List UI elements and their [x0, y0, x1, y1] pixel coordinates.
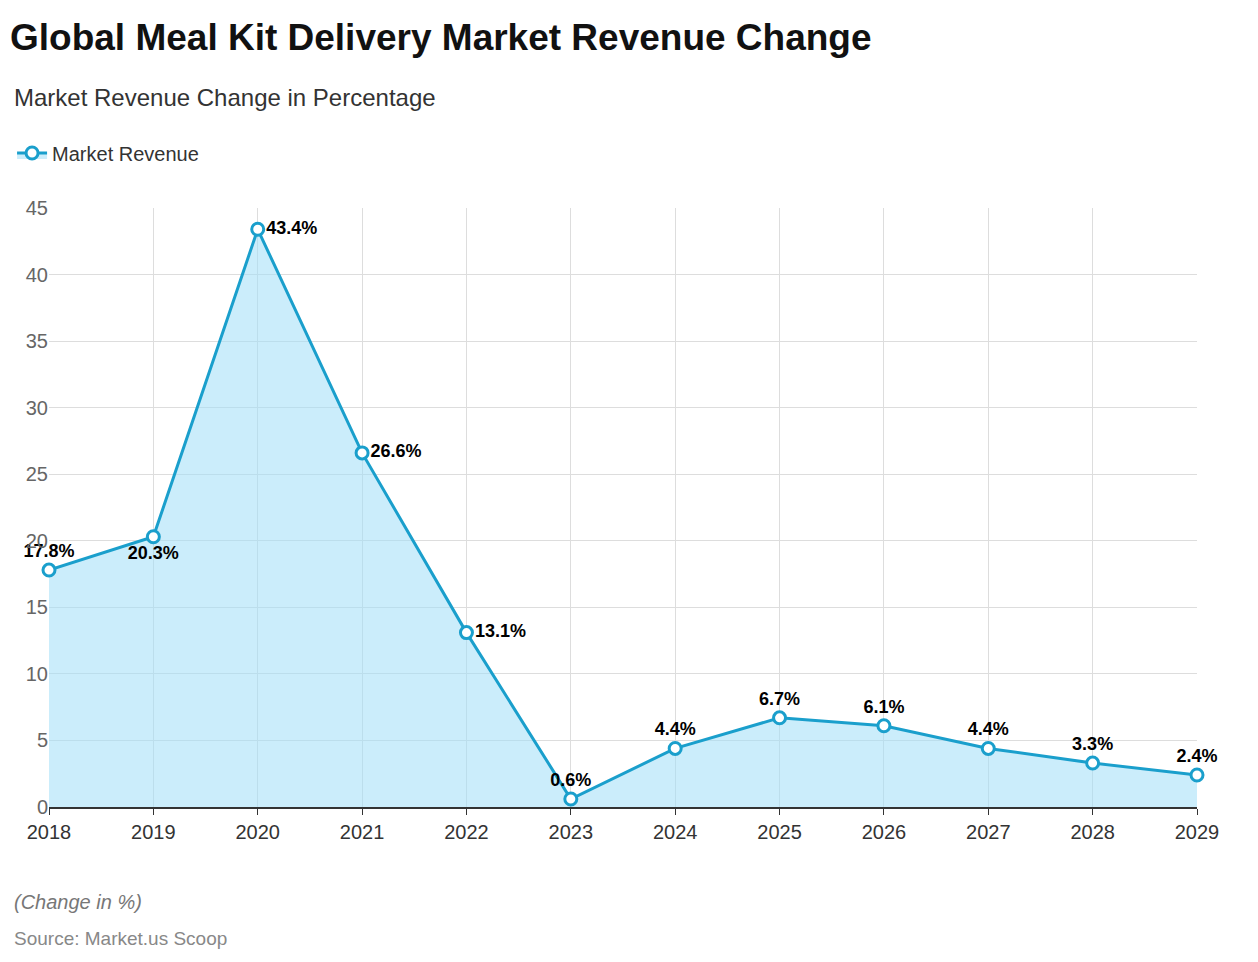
svg-text:6.1%: 6.1%	[863, 697, 904, 717]
svg-text:2027: 2027	[966, 821, 1011, 843]
svg-text:3.3%: 3.3%	[1072, 734, 1113, 754]
svg-text:2019: 2019	[131, 821, 176, 843]
svg-text:0.6%: 0.6%	[550, 770, 591, 790]
svg-text:40: 40	[26, 264, 48, 286]
svg-text:35: 35	[26, 330, 48, 352]
svg-text:2023: 2023	[549, 821, 594, 843]
svg-text:4.4%: 4.4%	[968, 719, 1009, 739]
svg-text:2025: 2025	[757, 821, 802, 843]
svg-text:2.4%: 2.4%	[1176, 746, 1217, 766]
svg-text:4.4%: 4.4%	[655, 719, 696, 739]
svg-text:17.8%: 17.8%	[23, 541, 74, 561]
svg-text:2022: 2022	[444, 821, 489, 843]
svg-text:2024: 2024	[653, 821, 698, 843]
svg-text:13.1%: 13.1%	[475, 621, 526, 641]
svg-text:2018: 2018	[27, 821, 72, 843]
svg-text:26.6%: 26.6%	[371, 441, 422, 461]
svg-text:2020: 2020	[235, 821, 280, 843]
svg-text:2026: 2026	[862, 821, 907, 843]
svg-text:Source: Market.us Scoop: Source: Market.us Scoop	[14, 928, 227, 949]
svg-text:15: 15	[26, 596, 48, 618]
svg-text:Market Revenue: Market Revenue	[52, 143, 199, 165]
svg-text:25: 25	[26, 463, 48, 485]
svg-text:Market Revenue Change in Perce: Market Revenue Change in Percentage	[14, 84, 436, 111]
svg-text:45: 45	[26, 197, 48, 219]
svg-text:43.4%: 43.4%	[266, 218, 317, 238]
svg-text:20.3%: 20.3%	[128, 543, 179, 563]
svg-text:0: 0	[37, 796, 48, 818]
svg-text:2029: 2029	[1175, 821, 1220, 843]
svg-text:20: 20	[26, 530, 48, 552]
svg-text:10: 10	[26, 663, 48, 685]
svg-text:(Change in %): (Change in %)	[14, 891, 142, 913]
svg-text:5: 5	[37, 729, 48, 751]
svg-text:2021: 2021	[340, 821, 385, 843]
svg-text:Global Meal Kit Delivery Marke: Global Meal Kit Delivery Market Revenue …	[10, 17, 872, 58]
svg-text:6.7%: 6.7%	[759, 689, 800, 709]
svg-text:30: 30	[26, 397, 48, 419]
svg-text:2028: 2028	[1070, 821, 1115, 843]
